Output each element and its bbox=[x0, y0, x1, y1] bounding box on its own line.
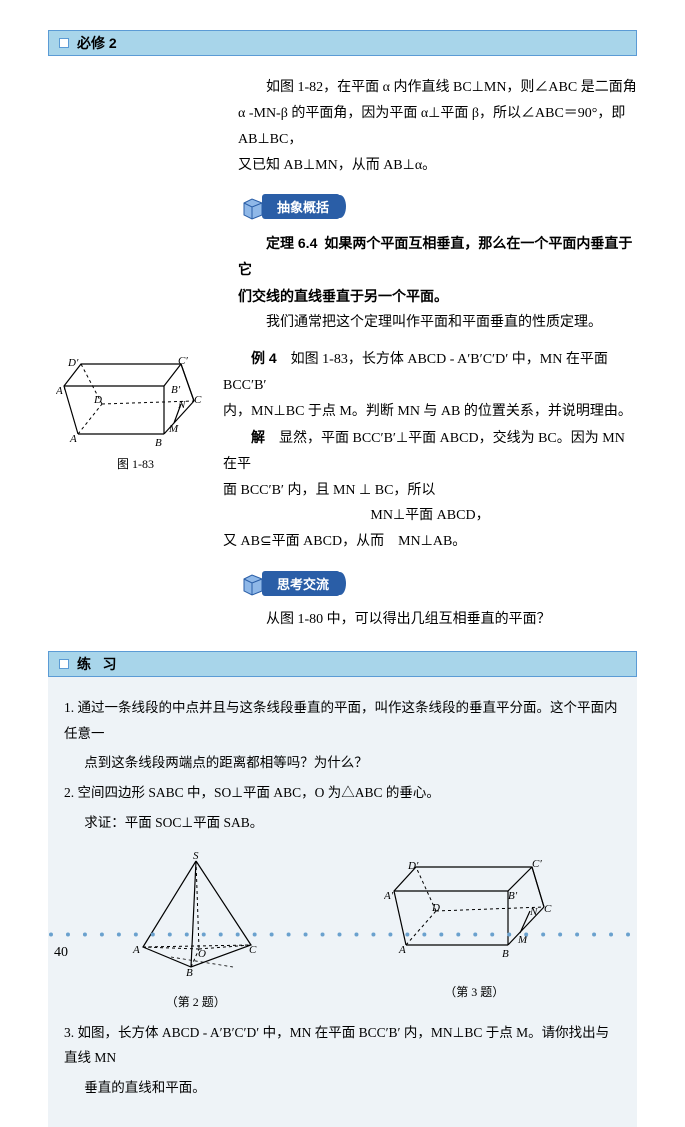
svg-text:M: M bbox=[168, 423, 179, 435]
svg-text:S: S bbox=[193, 850, 199, 862]
svg-text:B′: B′ bbox=[171, 384, 181, 396]
example-text: 例 4 如图 1-83，长方体 ABCD - A′B′C′D′ 中，MN 在平面… bbox=[223, 346, 637, 555]
svg-text:B: B bbox=[186, 967, 193, 979]
svg-text:A: A bbox=[69, 433, 77, 445]
q3-line2: 垂直的直线和平面。 bbox=[64, 1075, 621, 1101]
figure-q3-label: （第 3 题） bbox=[384, 981, 564, 1004]
theorem-line1: 定理 6.4如果两个平面互相垂直，那么在一个平面内垂直于它 bbox=[238, 231, 637, 285]
badge-abstract-label: 抽象概括 bbox=[262, 194, 340, 219]
page-content: 如图 1-82，在平面 α 内作直线 BC⊥MN，则∠ABC 是二面角 α -M… bbox=[48, 75, 637, 1127]
example-formula: MN⊥平面 ABCD， bbox=[223, 503, 637, 529]
intro-line2: α -MN-β 的平面角，因为平面 α⊥平面 β，所以∠ABC＝90°，即 AB… bbox=[238, 101, 637, 153]
theorem-line2: 们交线的直线垂直于另一个平面。 bbox=[238, 284, 637, 310]
example-l4: 面 BCC′B′ 内，且 MN ⊥ BC，所以 bbox=[223, 478, 637, 504]
exercise-square bbox=[59, 659, 69, 669]
header-square bbox=[59, 38, 69, 48]
q2-line1: 2. 空间四边形 SABC 中，SO⊥平面 ABC，O 为△ABC 的垂心。 bbox=[64, 780, 621, 806]
svg-text:A: A bbox=[132, 944, 140, 956]
example-head: 例 4 bbox=[251, 350, 277, 366]
intro-line1: 如图 1-82，在平面 α 内作直线 BC⊥MN，则∠ABC 是二面角 bbox=[238, 75, 637, 101]
figure-1-83: D′ C′ A′ B′ D C A B N M bbox=[48, 346, 223, 555]
example-row: D′ C′ A′ B′ D C A B N M bbox=[48, 346, 637, 555]
intro-line3: 又已知 AB⊥MN，从而 AB⊥α。 bbox=[238, 153, 637, 179]
svg-text:A: A bbox=[398, 944, 406, 956]
figure-1-83-caption: 图 1-83 bbox=[48, 455, 223, 472]
svg-text:N: N bbox=[177, 399, 186, 411]
svg-text:B: B bbox=[155, 437, 162, 449]
page-dots bbox=[48, 932, 637, 937]
exercise-body: 1. 通过一条线段的中点并且与这条线段垂直的平面，叫作这条线段的垂直平分面。这个… bbox=[48, 677, 637, 1127]
badge-think: 思考交流 bbox=[238, 569, 637, 597]
svg-text:B: B bbox=[502, 948, 509, 960]
figure-q2-label: （第 2 题） bbox=[121, 991, 271, 1014]
q1-line2: 点到这条线段两端点的距离都相等吗？为什么？ bbox=[64, 750, 621, 776]
sol-head: 解 bbox=[251, 429, 265, 445]
example-l3: 显然，平面 BCC′B′⊥平面 ABCD，交线为 BC。因为 MN 在平 bbox=[223, 431, 625, 472]
svg-text:A′: A′ bbox=[384, 890, 394, 902]
page-header: 必修 2 bbox=[48, 30, 637, 56]
badge-abstract: 抽象概括 bbox=[238, 193, 637, 221]
q2-line2: 求证：平面 SOC⊥平面 SAB。 bbox=[64, 810, 621, 836]
svg-text:D: D bbox=[93, 394, 102, 406]
example-l1: 如图 1-83，长方体 ABCD - A′B′C′D′ 中，MN 在平面 BCC… bbox=[223, 352, 608, 393]
example-l5: 又 AB⊆平面 ABCD，从而 MN⊥AB。 bbox=[223, 529, 637, 555]
theorem-note: 我们通常把这个定理叫作平面和平面垂直的性质定理。 bbox=[238, 310, 637, 336]
exercise-header-label: 练 习 bbox=[77, 654, 121, 674]
header-label: 必修 2 bbox=[77, 33, 117, 53]
svg-text:B′: B′ bbox=[508, 890, 518, 902]
svg-text:O: O bbox=[198, 948, 206, 960]
page-number: 40 bbox=[54, 945, 68, 961]
q1-line1: 1. 通过一条线段的中点并且与这条线段垂直的平面，叫作这条线段的垂直平分面。这个… bbox=[64, 695, 621, 746]
exercise-header: 练 习 bbox=[48, 651, 637, 677]
svg-text:C: C bbox=[194, 394, 202, 406]
theorem-head: 定理 6.4 bbox=[266, 235, 317, 251]
svg-text:C: C bbox=[544, 903, 552, 915]
example-l2: 内，MN⊥BC 于点 M。判断 MN 与 AB 的位置关系，并说明理由。 bbox=[223, 399, 637, 425]
badge-think-label: 思考交流 bbox=[262, 571, 340, 596]
think-question: 从图 1-80 中，可以得出几组互相垂直的平面？ bbox=[238, 607, 637, 633]
svg-text:C′: C′ bbox=[532, 858, 542, 870]
q3-line1: 3. 如图，长方体 ABCD - A′B′C′D′ 中，MN 在平面 BCC′B… bbox=[64, 1020, 621, 1071]
svg-text:D′: D′ bbox=[67, 357, 79, 369]
